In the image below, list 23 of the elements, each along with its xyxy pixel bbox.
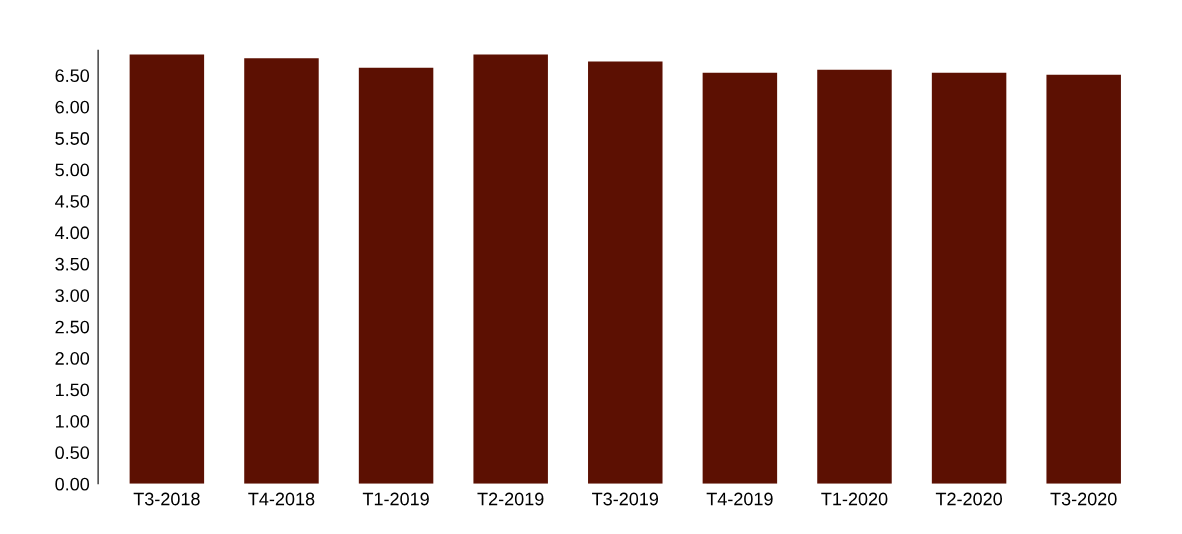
y-tick-label: 6.00 (55, 100, 90, 114)
x-tick-label: T1-2019 (362, 492, 429, 506)
y-tick-label: 6.50 (55, 69, 90, 83)
y-tick-label: 1.50 (56, 383, 90, 397)
y-tick-label: 3.00 (55, 289, 90, 302)
x-tick-label: T2-2020 (935, 492, 1003, 506)
x-tick-label: T1-2020 (821, 492, 888, 506)
x-tick-label: T3-2019 (592, 492, 659, 506)
y-tick-label: 3.50 (55, 257, 90, 271)
y-tick-label: 2.50 (55, 320, 90, 334)
y-tick-label: 0.50 (55, 446, 90, 460)
y-tick-label: 5.50 (55, 132, 90, 145)
y-tick-label: 4.50 (55, 194, 90, 208)
y-tick-label: 0.00 (55, 477, 90, 491)
x-tick-label: T2-2019 (477, 492, 544, 506)
x-tick-label: T4-2019 (706, 492, 773, 506)
y-tick-label: 2.00 (55, 352, 90, 365)
x-tick-label: T3-2020 (1050, 492, 1117, 506)
x-tick-label: T3-2018 (133, 492, 200, 506)
y-tick-label: 1.00 (56, 414, 90, 428)
y-tick-label: 5.00 (55, 163, 90, 177)
y-tick-label: 4.00 (55, 226, 90, 240)
x-tick-label: T4-2018 (248, 492, 315, 506)
